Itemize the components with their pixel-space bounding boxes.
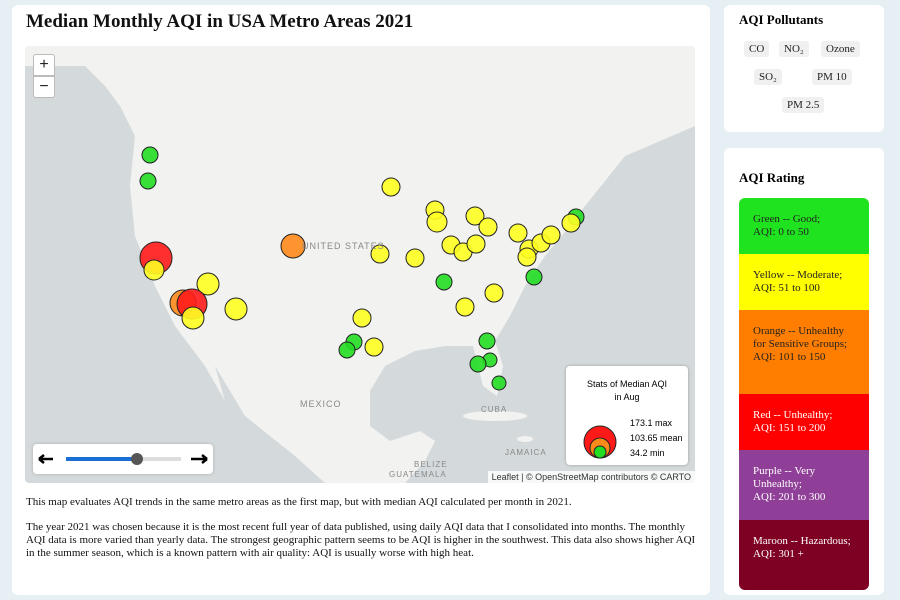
pollutant-button[interactable]: Ozone xyxy=(821,41,860,57)
rating-level: Yellow -- Moderate; AQI: 51 to 100 xyxy=(739,254,869,310)
legend-item: 103.65 mean xyxy=(630,433,683,443)
slider-thumb[interactable] xyxy=(131,453,143,465)
map-tiles xyxy=(25,46,695,483)
map-label: MEXICO xyxy=(300,399,342,409)
land xyxy=(25,46,695,483)
island xyxy=(463,411,527,421)
rating-level: Purple -- Very Unhealthy; AQI: 201 to 30… xyxy=(739,450,869,520)
legend-item: 173.1 max xyxy=(630,418,673,428)
map[interactable]: UNITED STATES MEXICO CUBA JAMAICA BELIZE… xyxy=(25,46,695,483)
map-label: UNITED STATES xyxy=(302,241,385,251)
map-label: GUATEMALA xyxy=(389,470,447,479)
description: The year 2021 was chosen because it is t… xyxy=(26,521,696,559)
prev-arrow[interactable] xyxy=(38,454,53,464)
legend-circles xyxy=(583,425,617,459)
aqi-markers xyxy=(139,146,585,391)
next-arrow[interactable] xyxy=(191,454,208,464)
map-label: CUBA xyxy=(481,405,508,414)
page-title: Median Monthly AQI in USA Metro Areas 20… xyxy=(26,11,414,32)
description: This map evaluates AQI trends in the sam… xyxy=(26,496,572,508)
pollutant-button[interactable]: CO xyxy=(744,41,770,57)
pollutant-button[interactable]: PM 2.5 xyxy=(782,97,825,113)
legend-item: 34.2 min xyxy=(630,448,665,458)
pollutant-button[interactable]: SO₂ xyxy=(754,69,782,85)
panel-title: AQI Rating xyxy=(739,170,805,185)
attribution[interactable]: Leaflet | © OpenStreetMap contributors ©… xyxy=(487,471,695,483)
map-legend: Stats of Median AQI in Aug 173.1 max 103… xyxy=(566,366,688,465)
main-panel: Median Monthly AQI in USA Metro Areas 20… xyxy=(12,5,710,595)
island xyxy=(517,436,533,442)
rating-level: Orange -- Unhealthy for Sensitive Groups… xyxy=(739,310,869,394)
pollutant-button[interactable]: PM 10 xyxy=(812,69,852,85)
map-label: JAMAICA xyxy=(505,448,547,457)
zoom-in[interactable]: + xyxy=(33,54,55,76)
panel-title: AQI Pollutants xyxy=(739,12,824,27)
rating-level: Maroon -- Hazardous; AQI: 301 + xyxy=(739,520,869,590)
pollutant-button[interactable]: NO₂ xyxy=(779,41,809,57)
slider-graphic xyxy=(38,453,208,465)
month-slider[interactable] xyxy=(33,444,213,474)
rating-level: Red -- Unhealthy; AQI: 151 to 200 xyxy=(739,394,869,450)
pollutants-panel: AQI Pollutants CO NO₂ Ozone SO₂ PM 10 PM… xyxy=(724,5,884,132)
map-label: BELIZE xyxy=(414,460,448,469)
legend-title: Stats of Median AQI in Aug xyxy=(586,379,668,402)
zoom-out[interactable]: − xyxy=(33,76,55,98)
rating-level: Green -- Good; AQI: 0 to 50 xyxy=(739,198,869,254)
rating-panel: AQI Rating Green -- Good; AQI: 0 to 50 Y… xyxy=(724,148,884,595)
